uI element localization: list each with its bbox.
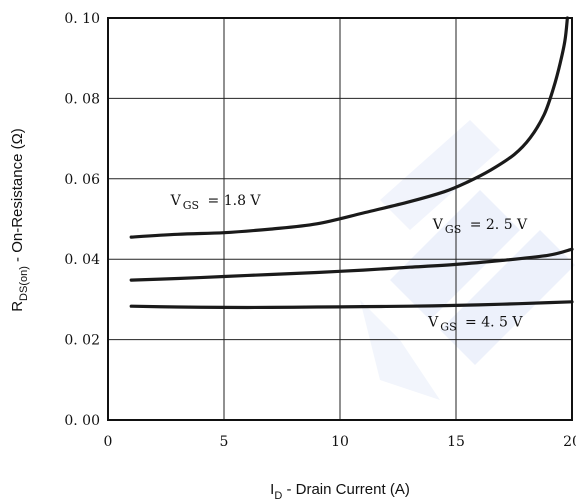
- y-tick-label: 0. 06: [64, 172, 100, 188]
- series-line-1: [129, 16, 569, 239]
- curve-label-1: V GS = 1.8 V: [170, 193, 262, 212]
- watermark-shape: [440, 230, 575, 365]
- x-tick-label: 15: [447, 434, 465, 450]
- y-tick-labels: 0. 00 0. 02 0. 04 0. 06 0. 08 0. 10: [64, 11, 100, 429]
- curve-label-3: V GS = 4. 5 V: [427, 314, 523, 333]
- curves: [129, 16, 574, 310]
- x-tick-label: 10: [331, 434, 349, 450]
- y-axis-title: RDS(on) - On-Resistance (Ω): [9, 128, 30, 312]
- grid: [108, 18, 572, 420]
- watermark: [360, 120, 575, 400]
- series-line-2: [129, 247, 574, 282]
- plot-frame: [107, 17, 573, 421]
- y-tick-label: 0. 00: [64, 413, 100, 429]
- x-tick-label: 0: [104, 434, 113, 450]
- curve-label-2: V GS = 2. 5 V: [432, 217, 528, 236]
- y-tick-label: 0. 04: [64, 252, 100, 268]
- y-tick-label: 0. 02: [64, 333, 100, 349]
- y-tick-label: 0. 10: [64, 11, 100, 27]
- x-axis-title: ID - Drain Current (A): [270, 481, 410, 502]
- curve-labels: V GS = 1.8 V V GS = 2. 5 V V GS = 4. 5 V: [170, 193, 528, 333]
- series-line-3: [129, 300, 574, 310]
- y-tick-label: 0. 08: [64, 91, 100, 107]
- watermark-shape: [360, 300, 440, 400]
- x-tick-labels: 0 5 10 15 20: [104, 434, 576, 450]
- x-tick-label: 20: [563, 434, 576, 450]
- watermark-shape: [390, 190, 520, 320]
- x-tick-label: 5: [220, 434, 229, 450]
